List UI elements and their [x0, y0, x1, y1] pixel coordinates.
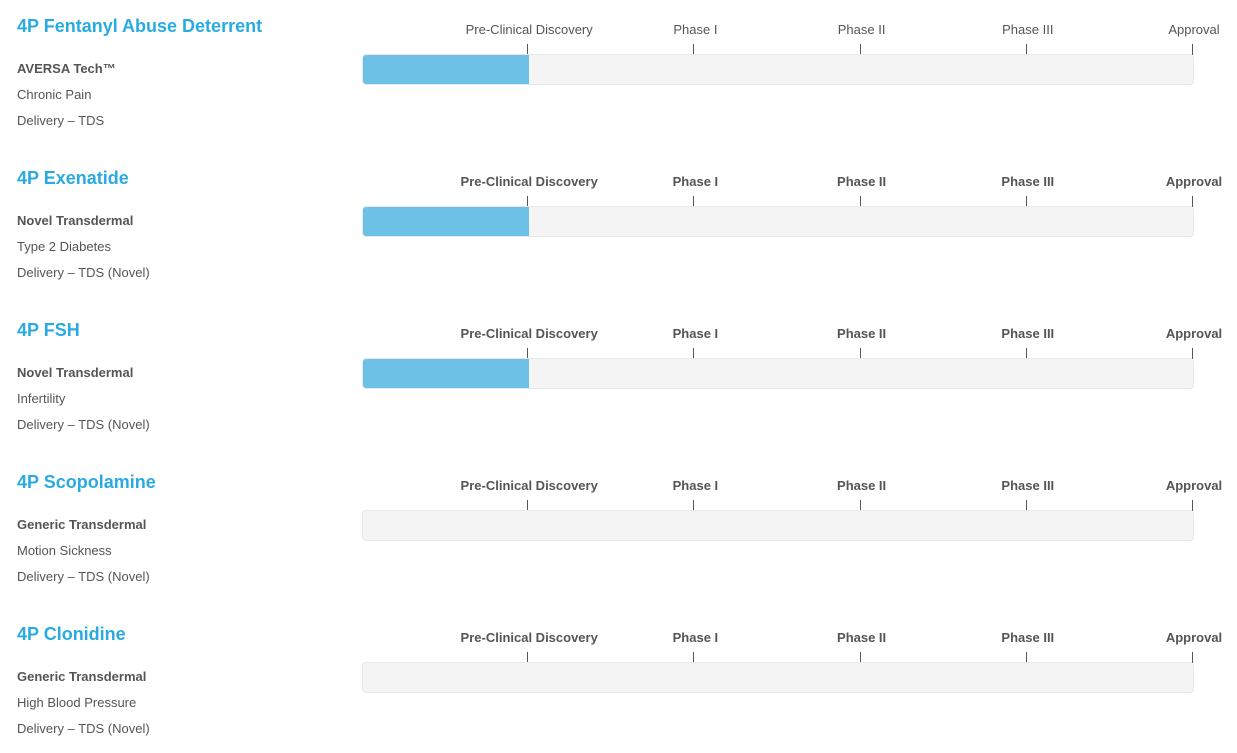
- program-detail: Delivery – TDS (Novel): [17, 721, 150, 736]
- stage-tick: [1192, 348, 1193, 359]
- program-detail: Type 2 Diabetes: [17, 239, 111, 254]
- progress-bar: [363, 55, 530, 84]
- stage-label: Pre-Clinical Discovery: [460, 478, 598, 493]
- stage-tick: [527, 348, 529, 359]
- program-name: 4P Fentanyl Abuse Deterrent: [17, 16, 263, 36]
- stage-label: Phase I: [672, 174, 719, 189]
- stage-tick: [527, 196, 529, 207]
- stage-tick: [693, 500, 695, 511]
- program-block: 4P FSH Novel Transdermal Infertility Delive…: [0, 320, 1237, 470]
- progress-track: [362, 54, 1194, 85]
- program-detail: Delivery – TDS (Novel): [17, 265, 150, 280]
- stage-label: Phase III: [1001, 630, 1055, 645]
- program-detail: Infertility: [17, 391, 66, 406]
- program-block: 4P Clonidine Generic Transdermal High Bloo…: [0, 624, 1237, 753]
- stage-tick: [693, 348, 695, 359]
- stage-tick: [1192, 196, 1193, 207]
- program-name: 4P Scopolamine: [17, 472, 156, 492]
- stage-label: Approval: [1165, 478, 1223, 493]
- stage-label: Phase II: [837, 630, 887, 645]
- program-block: 4P Fentanyl Abuse Deterrent AVERSA Tech™ C…: [0, 16, 1237, 166]
- stage-tick: [1025, 348, 1027, 359]
- stage-label: Phase II: [837, 174, 887, 189]
- stage-tick: [1192, 44, 1193, 55]
- program-detail: High Blood Pressure: [17, 695, 137, 710]
- stage-label: Approval: [1165, 174, 1223, 189]
- program-name: 4P Exenatide: [17, 168, 129, 188]
- program-detail: Delivery – TDS: [17, 113, 105, 128]
- stage-label: Pre-Clinical Discovery: [460, 326, 598, 341]
- stage-label: Phase II: [837, 326, 887, 341]
- program-name: 4P Clonidine: [17, 624, 126, 644]
- stage-tick: [693, 652, 695, 663]
- stage-tick: [1192, 652, 1193, 663]
- stage-label: Phase II: [837, 478, 887, 493]
- program-detail: AVERSA Tech™: [17, 61, 116, 76]
- stage-tick: [693, 196, 695, 207]
- program-detail: Chronic Pain: [17, 87, 92, 102]
- progress-bar: [363, 207, 530, 236]
- stage-label: Phase I: [672, 478, 719, 493]
- stage-label: Pre-Clinical Discovery: [465, 22, 593, 37]
- program-name: 4P FSH: [17, 320, 80, 340]
- stage-tick: [1025, 196, 1027, 207]
- stage-label: Pre-Clinical Discovery: [460, 174, 598, 189]
- stage-label: Approval: [1165, 326, 1223, 341]
- program-block: 4P Exenatide Novel Transdermal Type 2 Diab…: [0, 168, 1237, 318]
- progress-track: [362, 662, 1194, 693]
- stage-label: Pre-Clinical Discovery: [460, 630, 598, 645]
- stage-label: Phase I: [672, 630, 719, 645]
- program-block: 4P Scopolamine Generic Transdermal Motion …: [0, 472, 1237, 622]
- stage-tick: [859, 348, 861, 359]
- stage-label: Approval: [1168, 22, 1220, 37]
- progress-track: [362, 206, 1194, 237]
- stage-tick: [859, 44, 861, 55]
- program-detail: Novel Transdermal: [17, 365, 134, 380]
- progress-track: [362, 358, 1194, 389]
- program-detail: Delivery – TDS (Novel): [17, 569, 150, 584]
- stage-tick: [527, 44, 529, 55]
- stage-label: Approval: [1165, 630, 1223, 645]
- stage-tick: [1025, 652, 1027, 663]
- stage-tick: [859, 196, 861, 207]
- stage-tick: [527, 500, 529, 511]
- stage-tick: [527, 652, 529, 663]
- progress-bar: [363, 359, 530, 388]
- stage-label: Phase III: [1001, 326, 1055, 341]
- stage-tick: [693, 44, 695, 55]
- stage-tick: [859, 500, 861, 511]
- stage-tick: [1025, 500, 1027, 511]
- stage-tick: [1025, 44, 1027, 55]
- program-detail: Generic Transdermal: [17, 669, 147, 684]
- progress-track: [362, 510, 1194, 541]
- program-detail: Delivery – TDS (Novel): [17, 417, 150, 432]
- program-detail: Generic Transdermal: [17, 517, 147, 532]
- stage-label: Phase III: [1002, 22, 1054, 37]
- stage-label: Phase III: [1001, 174, 1055, 189]
- stage-tick: [1192, 500, 1193, 511]
- stage-tick: [859, 652, 861, 663]
- stage-label: Phase II: [837, 22, 886, 37]
- stage-label: Phase I: [672, 326, 719, 341]
- stage-label: Phase I: [673, 22, 718, 37]
- program-detail: Motion Sickness: [17, 543, 112, 558]
- stage-label: Phase III: [1001, 478, 1055, 493]
- program-detail: Novel Transdermal: [17, 213, 134, 228]
